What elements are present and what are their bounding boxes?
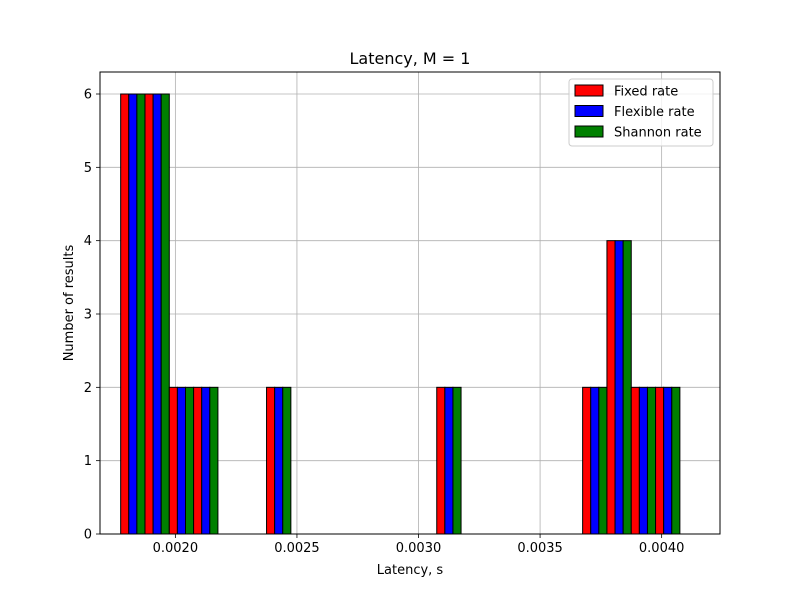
legend-label: Flexible rate [614,105,695,120]
x-axis-label: Latency, s [377,563,444,578]
y-tick-label: 3 [84,308,92,323]
bar [185,386,195,535]
y-tick-label: 1 [84,454,92,469]
legend-label: Shannon rate [614,126,702,141]
x-tick-label: 0.0035 [517,541,563,556]
x-tick-label: 0.0020 [153,541,199,556]
bar [120,93,130,535]
plot-frame [99,71,721,535]
y-tick-label: 0 [84,528,92,543]
x-tick-label: 0.0025 [274,541,320,556]
bar [622,240,632,535]
bar [168,386,178,535]
bar [452,386,462,535]
bar [582,386,592,535]
legend: Fixed rate Flexible rate Shannon rate [568,78,714,147]
bar [655,386,665,535]
y-tick-label: 5 [84,161,92,176]
legend-swatch [574,84,604,97]
bar [176,386,187,535]
x-axis-ticks: 0.0020 0.0025 0.0030 0.0035 0.0040 [153,534,685,556]
x-tick-label: 0.0040 [639,541,685,556]
legend-box [568,78,714,147]
bars [120,93,681,535]
y-axis-label: Number of results [62,244,77,361]
bar [671,386,681,535]
bar [152,93,162,535]
legend-entries: Fixed rate Flexible rate Shannon rate [574,84,702,141]
bar [274,386,284,535]
y-tick-label: 4 [84,234,92,249]
bar [638,386,648,535]
bar [160,93,170,535]
bar [282,386,292,535]
bar [209,386,219,535]
bar [193,386,203,535]
bar [444,386,454,535]
bar [606,240,616,535]
y-tick-label: 2 [84,381,92,396]
y-tick-label: 6 [84,88,92,103]
legend-swatch [574,105,604,117]
x-tick-label: 0.0030 [396,541,442,556]
y-axis-ticks: 0 1 2 3 4 5 6 [84,88,100,543]
bar [663,386,673,535]
bar [128,93,138,535]
bar [144,93,154,535]
bar [590,386,600,535]
bar [201,386,211,535]
bar [614,240,624,535]
bar [630,386,640,535]
bar [136,93,146,535]
legend-swatch [574,125,604,138]
chart-title: Latency, M = 1 [350,49,471,68]
bar [266,386,276,535]
bar [646,386,657,535]
legend-label: Fixed rate [614,85,678,100]
bar [598,386,608,535]
bar [436,386,446,535]
